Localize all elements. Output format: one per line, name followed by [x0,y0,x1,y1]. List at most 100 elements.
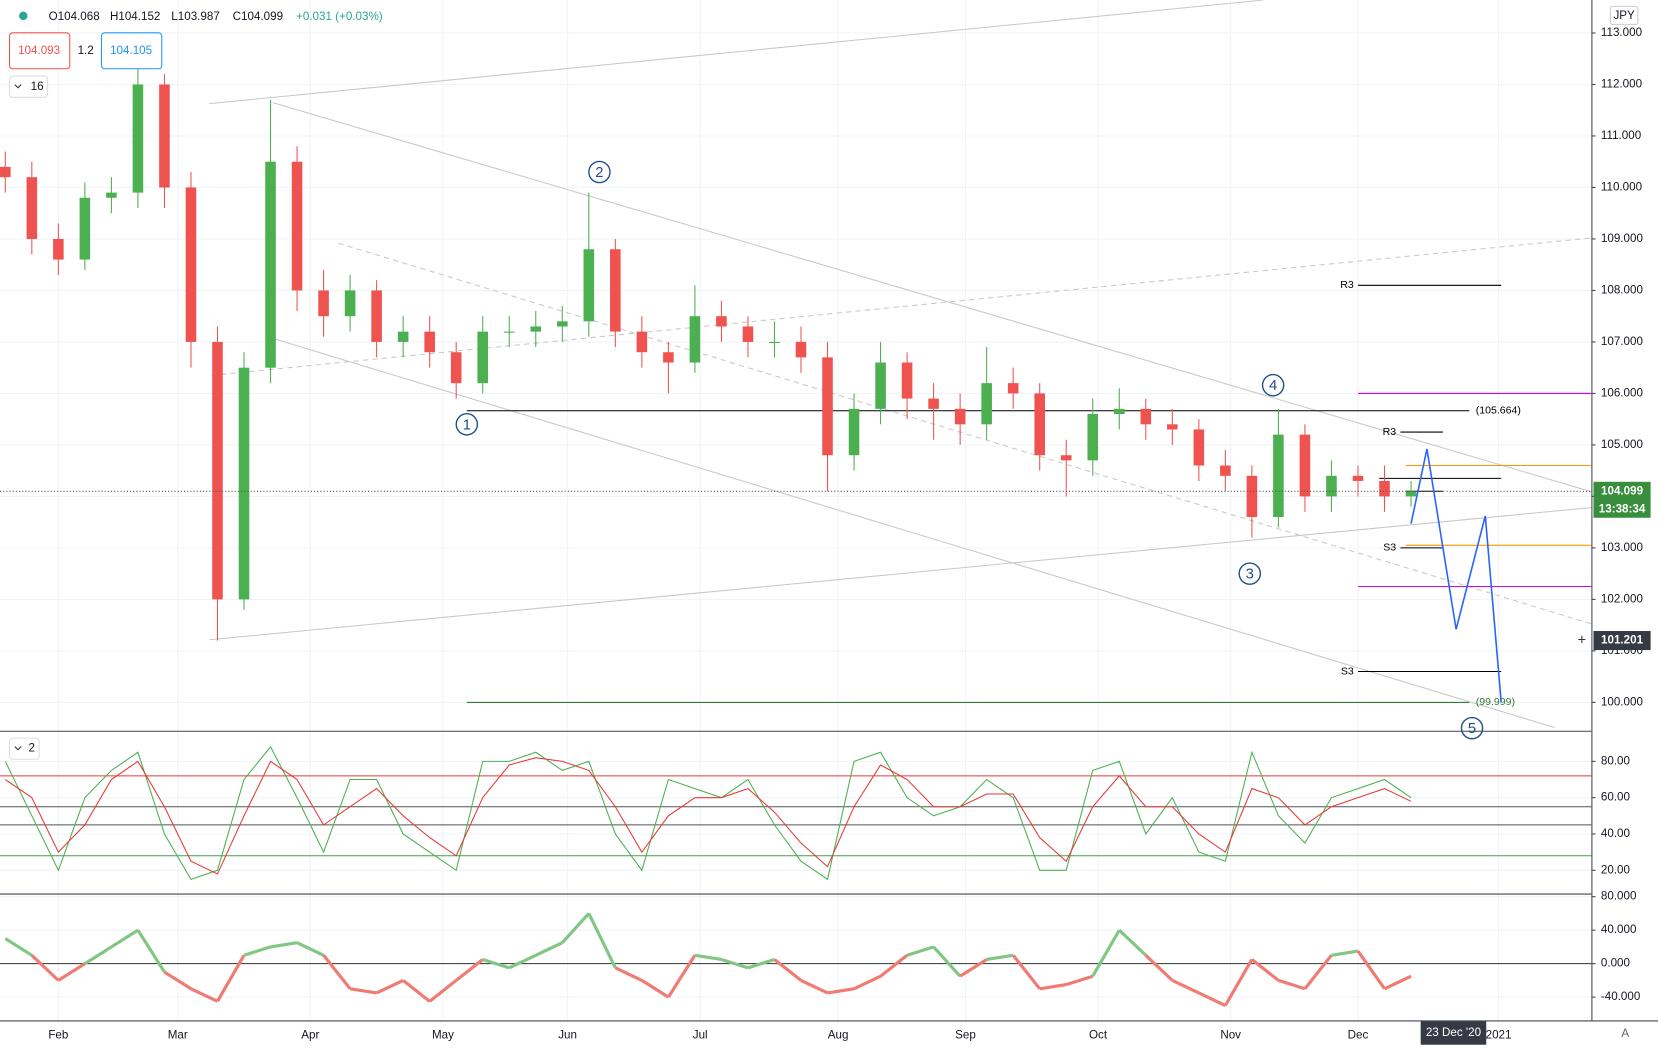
x-tick-label: Dec [1348,1028,1369,1041]
buy-button[interactable] [100,32,163,70]
candle-body [1034,393,1045,456]
oscillator-segment [561,912,590,944]
ohlc-value: H104.152 [110,10,160,23]
oscillator-segment [1250,958,1280,982]
indicator-count[interactable]: 16 [31,80,44,93]
currency-box[interactable] [1609,5,1639,25]
candle-body [928,398,939,409]
y-tick-label: 112.000 [1601,78,1643,91]
y-tick-label: 113.000 [1601,26,1643,39]
candle-body [159,84,170,188]
oscillator-segment [163,970,192,991]
y-tick-label: 103.000 [1601,541,1644,554]
oscillator-segment [84,945,113,965]
candle-body [1140,408,1152,425]
y-tick-label: -40.000 [1601,990,1641,1003]
candle-body [1379,480,1390,497]
oscillator-segment [906,945,935,957]
last-price-label: 104.099 [1601,484,1644,497]
oscillator-segment [136,929,166,973]
y-tick-label: 110.000 [1601,181,1643,194]
y-tick-label: 60.00 [1601,791,1631,804]
trend-line [209,507,1592,641]
oscillator-segment [667,954,697,998]
sell-button[interactable] [8,32,71,70]
ohlc-value: C104.099 [233,10,283,23]
oscillator-segment [30,954,60,982]
trend-lines [209,0,1592,729]
indicator-toggle[interactable] [8,75,49,98]
x-tick-label: 2021 [1486,1028,1512,1041]
x-tick-label: Apr [301,1028,319,1041]
oscillator-segment [1118,929,1147,957]
oscillator-segment [57,962,86,982]
candle-body [610,249,621,332]
candle-body [265,161,276,368]
candle-body [0,166,11,178]
x-tick-label: Mar [168,1028,188,1041]
candle-body [212,341,223,600]
pane-toggle[interactable] [8,737,40,760]
oscillator-segment [932,945,962,978]
wave-marker [588,160,611,184]
candle-body [981,383,992,425]
candle-body [1299,434,1311,497]
y-tick-label: 0.000 [1601,957,1631,970]
stochastic-line [5,757,1412,875]
candle-body [344,290,356,317]
oscillator-segment [1331,949,1359,957]
y-tick-label: 80.000 [1601,890,1637,903]
oscillator-segment [1091,929,1121,978]
wave-marker [455,413,479,436]
oscillator-segment [243,945,272,957]
y-tick-label: 106.000 [1601,387,1644,400]
trend-line [272,337,1555,729]
wave-marker [1261,373,1285,397]
candle-body [424,331,435,353]
y-tick-label: 102.000 [1601,592,1644,605]
x-tick-label: Feb [48,1028,68,1041]
buy-price[interactable]: 104.105 [110,44,152,57]
candle-body [1220,465,1231,476]
candle-body [79,197,91,260]
y-tick-label: 109.000 [1601,232,1644,245]
level-label: R3 [1340,279,1354,291]
y-tick-label: 80.00 [1601,754,1631,767]
x-tick-label: Nov [1220,1028,1241,1041]
y-tick-label: 40.00 [1601,827,1631,840]
wave-label: 5 [1468,721,1476,737]
candle-body [1326,475,1337,497]
trend-line [211,237,1592,376]
crosshair-price-box [1593,631,1651,651]
candle-body [822,357,833,456]
candle-body [795,341,807,358]
oscillator-segment [4,937,33,957]
y-tick-label: 105.000 [1601,438,1644,451]
sell-price[interactable]: 104.093 [18,44,60,57]
candle-body [291,161,303,291]
y-tick-label: 40.000 [1601,923,1637,936]
candle-body [1352,475,1364,481]
candle-body [1193,429,1205,466]
candle-body [1246,475,1258,518]
oscillator-segment [1198,991,1227,1007]
oscillator-segment [959,958,988,978]
candle-body [26,177,38,239]
candle-body [901,362,913,399]
oscillator-segment [827,987,855,995]
forecast-line [1410,448,1502,703]
x-tick-label: May [432,1028,454,1041]
oscillator-segment [322,954,352,990]
scale-mode[interactable]: A [1621,1027,1629,1040]
chevron-icon [14,746,22,751]
oscillator-segment [190,987,219,1003]
wave-marker [1460,716,1484,740]
oscillator-segment [1065,974,1094,987]
currency[interactable]: JPY [1613,9,1635,22]
candle-body [557,321,568,327]
candle-body [663,352,674,363]
y-tick-label: 108.000 [1601,284,1644,297]
oscillator-segment [1144,954,1174,982]
oscillator-segment [1356,950,1386,990]
candle-body [769,341,780,343]
